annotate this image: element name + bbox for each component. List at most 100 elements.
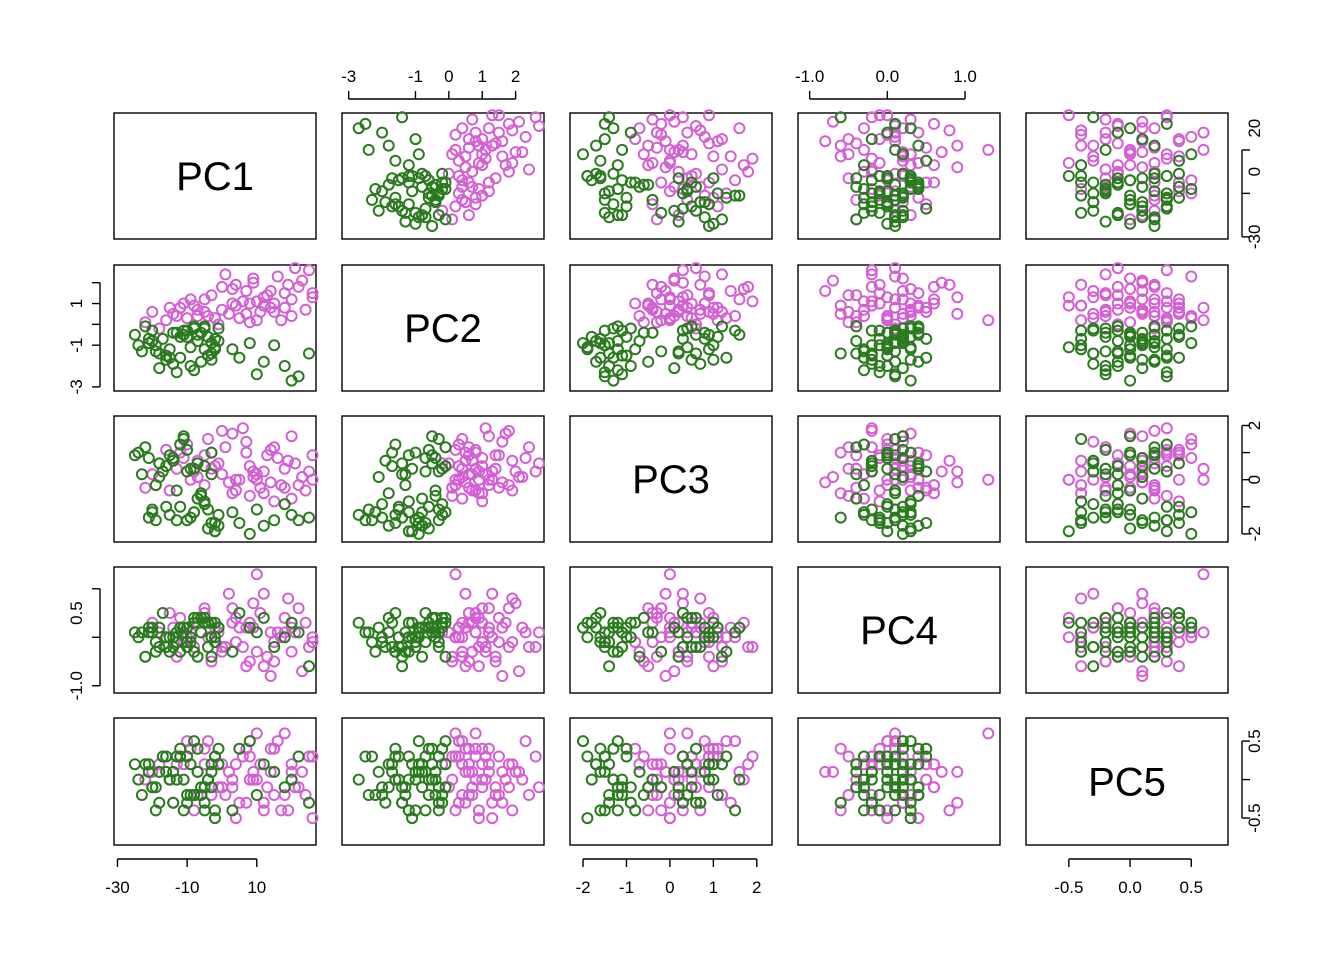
point-s1-37-pc1-pc2: [523, 163, 535, 176]
point-s2-33-pc1-pc3: [720, 191, 733, 204]
point-s1-55-pc4-pc2: [492, 636, 505, 649]
point-s2-36-pc3-pc1: [202, 522, 214, 535]
point-s2-11-pc2-pc5: [1148, 320, 1161, 333]
point-s2-48-pc3-pc1: [142, 452, 155, 464]
point-s2-59-pc2-pc1: [226, 343, 239, 356]
point-s1-35-pc2-pc1: [198, 293, 211, 306]
point-s2-45-pc5-pc3: [707, 758, 720, 771]
point-s2-15-pc3-pc2: [419, 465, 432, 478]
point-s1-35-pc4-pc2: [482, 602, 495, 615]
point-s2-32-pc5-pc3: [637, 789, 650, 801]
point-s1-59-pc1-pc2: [462, 133, 475, 146]
point-s2-48-pc3-pc2: [419, 452, 432, 464]
point-s1-36-pc5-pc1: [278, 727, 291, 740]
point-s2-57-pc2-pc3: [624, 360, 637, 372]
point-s2-28-pc4-pc5: [1185, 616, 1198, 629]
point-s2-32-pc1-pc5: [1099, 178, 1112, 191]
point-s2-58-pc2-pc3: [590, 355, 603, 368]
point-s2-59-pc2-pc5: [1075, 343, 1088, 356]
point-s2-55-pc5-pc3: [603, 796, 616, 809]
point-s1-37-pc5-pc1: [219, 789, 232, 801]
point-s2-60-pc2-pc4: [889, 370, 902, 383]
point-s2-30-pc5-pc1: [209, 804, 221, 817]
point-s2-10-pc4-pc3: [642, 626, 655, 639]
point-s1-34-pc5-pc2: [489, 781, 502, 794]
point-s1-35-pc5-pc4: [928, 758, 940, 771]
point-s2-51-pc3-pc1: [233, 517, 246, 529]
point-s1-5-pc5-pc2: [462, 742, 475, 755]
point-s1-18-pc2-pc4: [889, 270, 902, 283]
point-s2-41-pc4-pc3: [733, 621, 746, 634]
bottom-tick-label-pc3: -2: [575, 878, 590, 897]
point-s1-55-pc3-pc4: [873, 449, 886, 462]
point-s2-39-pc3-pc5: [1099, 468, 1112, 481]
point-s2-58-pc3-pc1: [257, 519, 270, 532]
point-s1-54-pc3-pc4: [904, 454, 917, 467]
point-s2-44-pc5-pc1: [149, 804, 162, 817]
point-s2-57-pc2-pc4: [881, 360, 894, 372]
point-s1-11-pc1-pc4: [982, 143, 995, 156]
point-s2-53-pc3-pc1: [268, 514, 281, 527]
point-s2-14-pc1-pc4: [873, 185, 886, 198]
point-s1-25-pc5-pc4: [935, 765, 948, 778]
point-s2-8-pc1-pc4: [865, 204, 878, 217]
point-s2-47-pc3-pc2: [369, 506, 382, 519]
point-s1-21-pc4-pc1: [240, 621, 253, 634]
point-s2-12-pc5-pc3: [581, 812, 594, 825]
point-s1-29-pc2-pc5: [1075, 299, 1088, 312]
point-s1-56-pc2-pc4: [928, 297, 940, 310]
point-s1-50-pc1-pc4: [920, 198, 933, 211]
point-s1-44-pc2-pc5: [1148, 297, 1161, 310]
point-s2-23-pc3-pc5: [1087, 498, 1100, 511]
point-s2-57-pc3-pc4: [881, 498, 894, 511]
point-s2-45-pc5-pc4: [904, 758, 917, 771]
point-s1-59-pc1-pc3: [716, 133, 728, 146]
point-s2-51-pc3-pc4: [920, 517, 933, 529]
point-s2-17-pc5-pc4: [889, 804, 902, 817]
diagonal-labels: PC1 PC2 PC3 PC4 PC5: [176, 155, 1166, 805]
point-s2-60-pc5-pc2: [359, 750, 372, 763]
point-s2-46-pc5-pc4: [889, 773, 902, 786]
point-s2-14-pc5-pc4: [873, 789, 886, 801]
point-s1-40-pc3-pc4: [943, 454, 956, 467]
point-s1-25-pc3-pc4: [935, 465, 948, 478]
point-s2-35-pc3-pc5: [1148, 462, 1161, 475]
point-s1-23-pc4-pc1: [285, 645, 298, 658]
point-s2-26-pc3-pc5: [1148, 511, 1161, 524]
point-s1-6-pc5-pc2: [529, 750, 542, 763]
point-s2-53-pc1-pc3: [598, 133, 611, 146]
point-s1-53-pc4-pc2: [449, 631, 462, 644]
point-s1-31-pc1-pc2: [513, 115, 525, 128]
point-s1-40-pc1-pc5: [1075, 124, 1088, 137]
point-s1-45-pc5-pc2: [472, 812, 485, 825]
point-s1-23-pc2-pc1: [285, 310, 298, 322]
point-s1-37-pc1-pc5: [1099, 163, 1112, 176]
point-s2-54-pc4-pc1: [285, 616, 298, 629]
point-s1-10-pc1-pc4: [896, 196, 909, 209]
point-s1-27-pc3-pc4: [873, 495, 886, 508]
point-s1-56-pc3-pc1: [226, 487, 239, 500]
point-s1-60-pc2-pc1: [184, 293, 197, 306]
point-s1-31-pc1-pc3: [668, 115, 681, 128]
point-s1-52-pc3-pc5: [1148, 424, 1161, 437]
point-s2-48-pc4-pc2: [419, 621, 432, 634]
point-s2-48-pc4-pc1: [142, 621, 155, 634]
point-s1-39-pc4-pc5: [1160, 655, 1173, 668]
point-s1-31-pc4-pc5: [1136, 665, 1149, 678]
point-s2-31-pc2-pc1: [153, 362, 166, 375]
point-s2-5-pc1-pc4: [858, 198, 870, 211]
panel-frame-pc2-pc3: [569, 264, 773, 392]
point-s2-31-pc2-pc3: [668, 362, 681, 375]
point-s2-13-pc4-pc5: [1136, 631, 1149, 644]
panel-frame-pc3-pc5: [1025, 415, 1229, 543]
point-s1-39-pc5-pc4: [842, 750, 855, 763]
point-s2-3-pc1-pc5: [1075, 176, 1088, 189]
point-s2-32-pc3-pc4: [912, 489, 925, 502]
point-s2-27-pc2-pc5: [1111, 347, 1124, 360]
point-s1-35-pc1-pc4: [928, 176, 940, 189]
point-s2-56-pc1-pc2: [412, 148, 425, 161]
point-s1-31-pc3-pc4: [827, 471, 839, 483]
point-s2-53-pc1-pc4: [865, 133, 878, 146]
point-s2-22-pc1-pc3: [598, 193, 611, 206]
point-s1-24-pc1-pc5: [1062, 109, 1075, 122]
